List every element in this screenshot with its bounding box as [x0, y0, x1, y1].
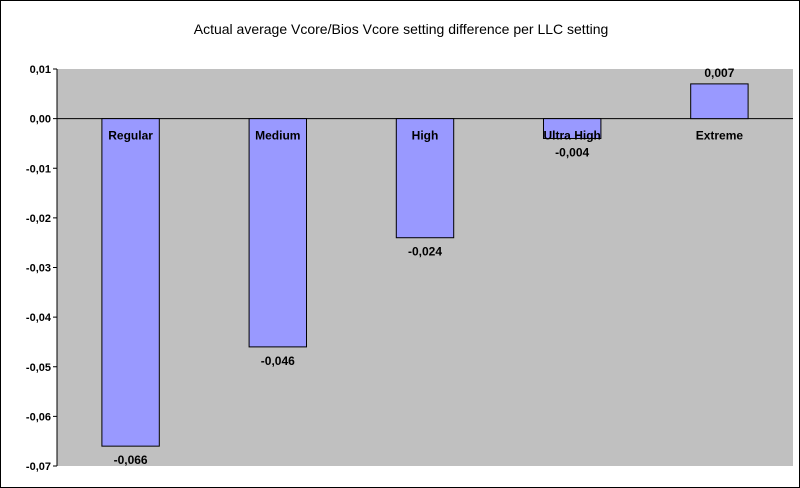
data-label: 0,007: [704, 66, 734, 80]
x-category-label: Medium: [255, 129, 300, 143]
data-label: -0,004: [555, 145, 589, 159]
y-tick-label: -0,07: [26, 461, 51, 473]
y-tick-label: 0,01: [30, 64, 51, 76]
y-tick-label: 0,00: [30, 114, 51, 126]
bar-regular: [101, 118, 160, 447]
bar-ultra-high: [542, 118, 602, 139]
x-category-label: High: [412, 129, 439, 143]
x-category-label: Regular: [108, 129, 153, 143]
bar-medium: [248, 118, 308, 348]
data-label: -0,024: [408, 245, 442, 259]
bar-extreme: [690, 83, 749, 120]
data-labels: Regular -0,066 Medium -0,046 High -0,024 Ultra…: [108, 66, 743, 467]
y-tick-label: -0,02: [26, 213, 51, 225]
x-category-label: Ultra High: [544, 129, 601, 143]
y-tick-label: -0,03: [26, 263, 51, 275]
data-label: -0,046: [261, 354, 295, 368]
bar-high: [395, 118, 455, 239]
bars: [101, 83, 749, 447]
y-tick-label: -0,01: [26, 163, 51, 175]
y-tick-label: -0,04: [26, 312, 52, 324]
data-label: -0,066: [114, 453, 148, 467]
y-tick-label: -0,05: [26, 362, 51, 374]
y-axis: 0,01 0,00 -0,01 -0,02 -0,03 -0,04 -0,05 -0,06 -0…: [26, 64, 793, 473]
chart-title: Actual average Vcore/Bios Vcore setting …: [194, 21, 609, 37]
y-tick-label: -0,06: [26, 411, 51, 423]
x-category-label: Extreme: [696, 129, 744, 143]
